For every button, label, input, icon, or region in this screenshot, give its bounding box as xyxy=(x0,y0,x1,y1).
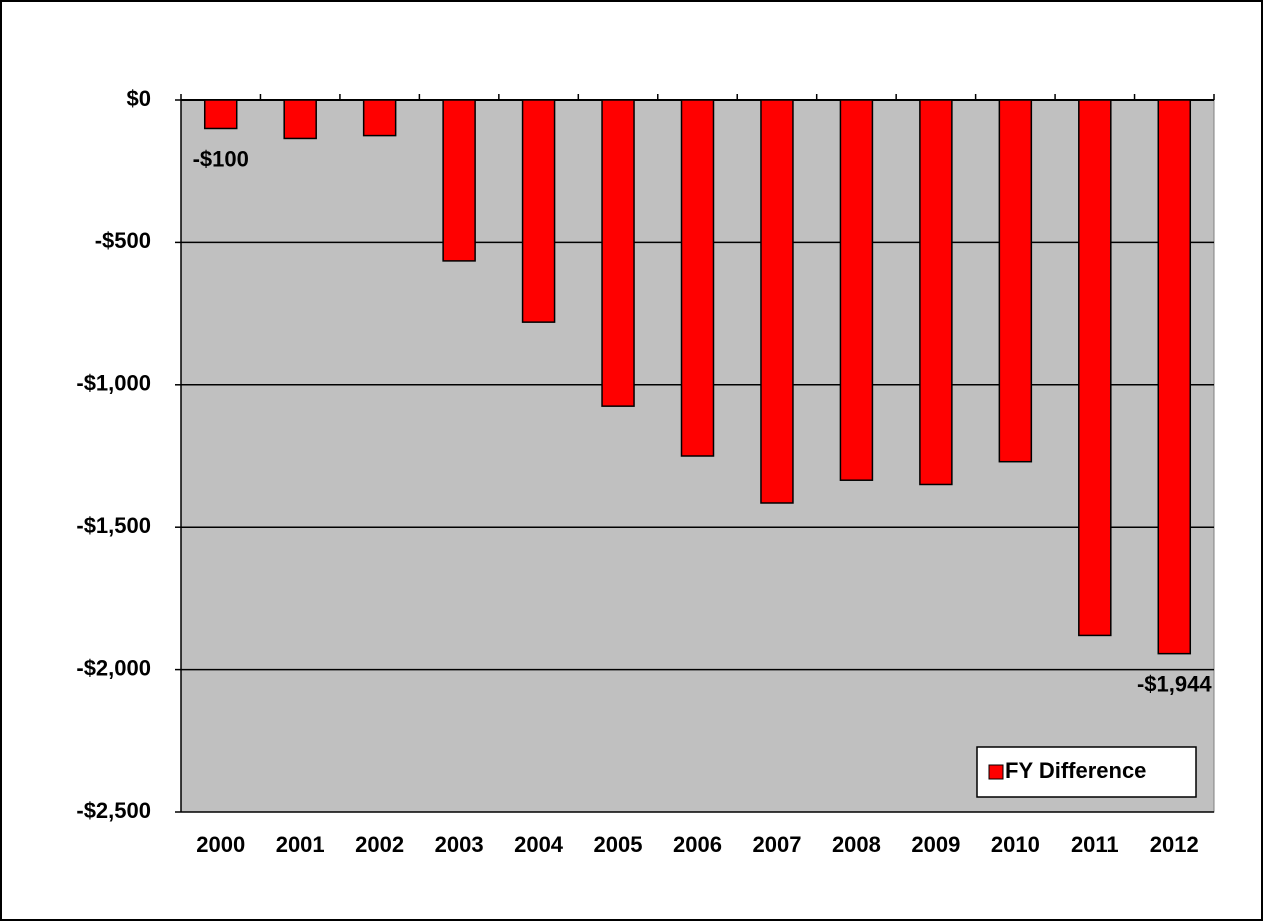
bar xyxy=(1157,99,1192,655)
x-tick-label: 2010 xyxy=(991,832,1040,857)
legend-swatch xyxy=(988,764,1004,780)
y-tick-label: -$1,000 xyxy=(76,371,151,396)
y-tick-label: -$2,000 xyxy=(76,655,151,680)
x-tick-label: 2009 xyxy=(911,832,960,857)
bar xyxy=(521,99,556,323)
bar xyxy=(760,99,794,504)
bar xyxy=(998,99,1033,463)
y-tick-label: -$500 xyxy=(95,228,151,253)
x-tick-label: 2001 xyxy=(276,832,325,857)
x-tick-label: 2000 xyxy=(196,832,245,857)
y-tick-label: $0 xyxy=(127,86,151,111)
bar xyxy=(203,99,238,130)
bar xyxy=(362,99,397,137)
bar xyxy=(839,99,874,481)
x-tick-label: 2006 xyxy=(673,832,722,857)
bar xyxy=(919,99,953,486)
bar xyxy=(442,99,476,262)
bar xyxy=(601,99,635,407)
x-tick-label: 2012 xyxy=(1150,832,1199,857)
x-tick-label: 2005 xyxy=(594,832,643,857)
bar xyxy=(283,99,317,140)
x-tick-label: 2008 xyxy=(832,832,881,857)
legend-label: FY Difference xyxy=(1005,758,1146,783)
x-tick-label: 2002 xyxy=(355,832,404,857)
data-label: -$100 xyxy=(193,146,249,171)
x-tick-label: 2003 xyxy=(435,832,484,857)
x-tick-label: 2007 xyxy=(752,832,801,857)
data-label: -$1,944 xyxy=(1137,671,1212,696)
legend-box xyxy=(976,746,1197,798)
bar xyxy=(1078,99,1112,637)
x-tick-label: 2011 xyxy=(1071,832,1119,857)
bar xyxy=(680,99,715,457)
x-tick-label: 2004 xyxy=(514,832,564,857)
y-tick-label: -$1,500 xyxy=(76,513,151,538)
y-tick-label: -$2,500 xyxy=(76,798,151,823)
